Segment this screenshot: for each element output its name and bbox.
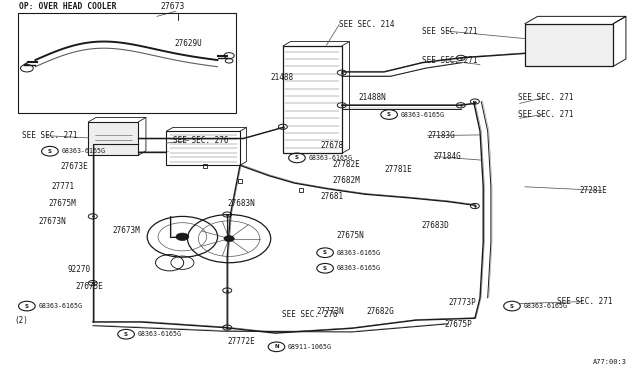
Bar — [283, 46, 342, 153]
Text: 08363-6165G: 08363-6165G — [38, 303, 83, 309]
Text: S: S — [510, 304, 514, 308]
Text: SEE SEC. 271: SEE SEC. 271 — [557, 297, 612, 306]
Text: SEE SEC. 271: SEE SEC. 271 — [422, 27, 478, 36]
Text: 08911-1065G: 08911-1065G — [288, 344, 332, 350]
Circle shape — [224, 236, 234, 241]
Text: 08363-6165G: 08363-6165G — [337, 265, 381, 271]
Text: SEE SEC. 271: SEE SEC. 271 — [22, 131, 78, 140]
Text: 27281E: 27281E — [579, 186, 607, 195]
Bar — [18, 13, 236, 113]
Text: 08363-6165G: 08363-6165G — [138, 331, 182, 337]
Text: 08363-6165G: 08363-6165G — [62, 148, 106, 154]
Text: 27681: 27681 — [320, 192, 343, 201]
Text: 27184G: 27184G — [434, 152, 461, 161]
Text: SEE SEC. 276: SEE SEC. 276 — [282, 310, 337, 319]
Text: 08363-6165G: 08363-6165G — [524, 303, 568, 309]
Text: S: S — [295, 155, 299, 160]
Bar — [88, 122, 138, 155]
Text: 27629U: 27629U — [174, 39, 202, 48]
Text: 27675N: 27675N — [336, 231, 364, 240]
Circle shape — [176, 233, 189, 240]
Text: 21488: 21488 — [271, 73, 294, 82]
Text: 27771: 27771 — [51, 182, 74, 190]
Text: 27678: 27678 — [320, 141, 343, 150]
Text: SEE SEC. 276: SEE SEC. 276 — [173, 136, 228, 145]
Text: A77:00:3: A77:00:3 — [593, 359, 627, 365]
Text: 27683D: 27683D — [421, 221, 449, 230]
Text: 08363-6165G: 08363-6165G — [401, 112, 445, 118]
Text: 27682M: 27682M — [333, 176, 360, 185]
Text: S: S — [323, 250, 327, 255]
Text: N: N — [274, 344, 279, 349]
Text: 27772E: 27772E — [227, 337, 255, 346]
Text: 27675M: 27675M — [48, 199, 76, 208]
Bar — [166, 131, 240, 165]
Text: 08363-6165G: 08363-6165G — [308, 155, 353, 161]
Text: 27675P: 27675P — [445, 320, 472, 329]
Text: OP: OVER HEAD COOLER: OP: OVER HEAD COOLER — [19, 2, 116, 11]
Text: 27773N: 27773N — [317, 308, 344, 317]
Text: 21488N: 21488N — [358, 93, 386, 102]
Text: 27781E: 27781E — [384, 165, 412, 174]
Text: SEE SEC. 271: SEE SEC. 271 — [422, 56, 478, 65]
Text: SEE SEC. 271: SEE SEC. 271 — [518, 110, 574, 119]
Text: S: S — [124, 332, 128, 337]
Text: S: S — [387, 112, 391, 117]
Text: 27673N: 27673N — [38, 218, 66, 227]
Text: 08363-6165G: 08363-6165G — [337, 250, 381, 256]
Text: 27673E: 27673E — [61, 161, 88, 170]
Text: S: S — [25, 304, 29, 308]
Text: S: S — [323, 266, 327, 271]
Text: 27683N: 27683N — [227, 199, 255, 208]
Text: SEE SEC. 214: SEE SEC. 214 — [339, 20, 395, 29]
Text: 92270: 92270 — [67, 265, 90, 274]
Text: S: S — [48, 149, 52, 154]
Text: 27183G: 27183G — [428, 131, 455, 140]
Text: 27673M: 27673M — [112, 226, 140, 235]
Bar — [525, 24, 613, 66]
Text: 27673: 27673 — [160, 2, 184, 11]
Text: SEE SEC. 271: SEE SEC. 271 — [518, 93, 574, 102]
Text: 27782E: 27782E — [333, 160, 360, 169]
Text: 27675E: 27675E — [76, 282, 103, 291]
Text: 27773P: 27773P — [448, 298, 476, 307]
Text: (2): (2) — [14, 316, 28, 326]
Text: 27682G: 27682G — [366, 308, 394, 317]
